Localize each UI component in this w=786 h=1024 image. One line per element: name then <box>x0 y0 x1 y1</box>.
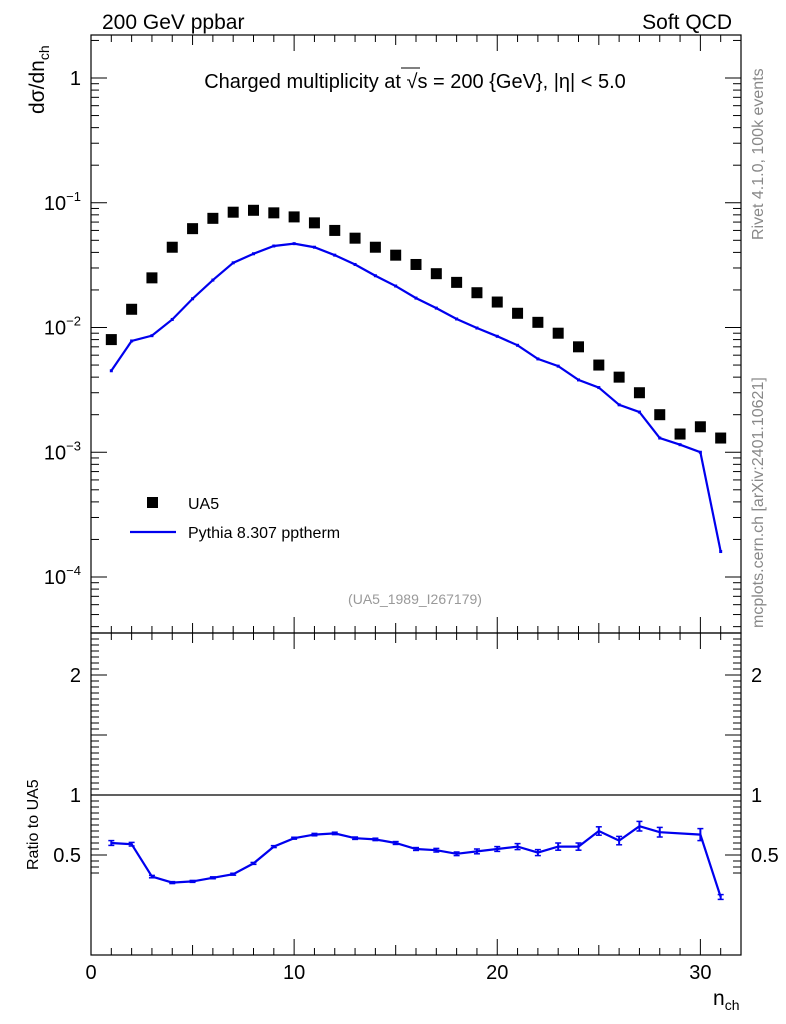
pythia-data-point <box>698 450 702 454</box>
pythia-data-point <box>170 317 174 321</box>
ua5-data-point <box>105 334 117 346</box>
main-title: Charged multiplicity at √s = 200 {GeV}, … <box>204 71 626 93</box>
pythia-data-point <box>455 317 459 321</box>
ua5-data-point <box>573 341 584 353</box>
ua5-data-point <box>349 232 361 244</box>
pythia-data-point <box>252 252 255 256</box>
ua5-data-point <box>715 432 727 444</box>
pythia-data-point <box>353 262 357 266</box>
ratio-series-group <box>108 820 724 901</box>
ratio-tick-label-right: 1 <box>751 785 762 807</box>
rivet-label: Rivet 4.1.0, 100k events <box>750 68 767 240</box>
pythia-data-point <box>658 436 662 440</box>
pythia-data-point <box>130 339 134 343</box>
y-tick-label: 10−1 <box>44 189 81 215</box>
ua5-data-point <box>654 409 666 421</box>
ua5-data-point <box>694 421 706 433</box>
ua5-data-point <box>451 276 463 288</box>
ua5-data-point <box>369 241 381 253</box>
main-series-layer <box>105 204 727 554</box>
pythia-data-point <box>292 242 296 246</box>
ratio-tick-label-left: 2 <box>70 665 81 687</box>
ua5-data-point <box>126 303 138 315</box>
analysis-tag: (UA5_1989_I267179) <box>348 591 482 607</box>
header-left-label: 200 GeV ppbar <box>102 11 244 34</box>
x-axis-label: nch <box>713 987 739 1013</box>
mcplots-label: mcplots.cern.ch [arXiv:2401.10621] <box>750 377 767 628</box>
pythia-data-point <box>719 550 723 554</box>
ratio-ylabel: Ratio to UA5 <box>25 779 42 870</box>
ratio-series-line <box>111 824 722 898</box>
ua5-data-point <box>207 212 219 224</box>
ua5-data-point <box>146 272 158 284</box>
pythia-data-point <box>109 369 113 373</box>
ua5-data-point <box>593 359 605 371</box>
pythia-data-point <box>150 334 154 338</box>
x-tick-label: 30 <box>689 962 711 984</box>
ua5-data-point <box>248 204 259 216</box>
ua5-data-point <box>227 206 239 218</box>
pythia-data-point <box>556 364 560 368</box>
pythia-data-point <box>211 278 215 282</box>
ua5-data-point <box>532 316 544 328</box>
pythia-data-point <box>617 403 621 407</box>
main-panel-frame <box>90 34 742 634</box>
ua5-data-point <box>390 249 402 261</box>
legend-marker-ua5 <box>147 497 158 508</box>
ua5-data-point <box>329 224 341 236</box>
ua5-data-point <box>430 268 442 280</box>
y-tick-label: 10−2 <box>44 314 81 340</box>
ua5-data-point <box>288 211 300 223</box>
main-axis-ticks: 1 10−1 10−2 10−3 10−4 <box>44 39 741 628</box>
ratio-series-layer <box>108 820 724 901</box>
pythia-data-point <box>394 284 398 288</box>
ua5-data-point <box>166 241 178 253</box>
pythia-data-point <box>536 357 540 361</box>
pythia-data-point <box>597 386 601 390</box>
ua5-data-point <box>491 296 503 308</box>
pythia-data-point <box>231 261 235 265</box>
ua5-data-point <box>552 327 564 339</box>
ua5-data-point <box>308 217 320 229</box>
ua5-data-point <box>512 307 524 319</box>
x-tick-label: 0 <box>85 962 96 984</box>
pythia-data-point <box>516 343 520 347</box>
pythia-data-point <box>191 297 195 301</box>
main-ylabel: dσ/dnch <box>26 45 52 114</box>
ua5-data-point <box>410 258 422 270</box>
x-axis-ticks: 0 10 20 30 <box>85 35 742 984</box>
y-tick-label: 10−3 <box>44 438 81 464</box>
pythia-data-point <box>333 253 337 257</box>
ua5-data-point <box>674 428 686 440</box>
pythia-data-point <box>312 245 316 249</box>
pythia-data-point <box>414 296 418 300</box>
pythia-data-point <box>495 334 499 338</box>
pythia-data-point <box>678 443 682 447</box>
ua5-data-point <box>471 287 483 299</box>
pythia-data-point <box>434 306 438 310</box>
ua5-data-point <box>187 223 199 235</box>
pythia-data-point <box>475 326 479 330</box>
pythia-data-point <box>272 244 276 248</box>
ratio-tick-label-left: 0.5 <box>53 845 81 867</box>
header-right-label: Soft QCD <box>642 11 732 34</box>
y-tick-label: 1 <box>70 68 81 90</box>
y-tick-label: 10−4 <box>44 563 81 589</box>
ratio-tick-label-left: 1 <box>70 785 81 807</box>
ua5-data-point <box>633 387 645 399</box>
ua5-data-point <box>613 371 625 383</box>
x-tick-label: 10 <box>283 962 305 984</box>
ratio-tick-label-right: 0.5 <box>751 845 779 867</box>
pythia-data-point <box>373 274 377 278</box>
legend-label-pythia: Pythia 8.307 pptherm <box>188 525 340 542</box>
ratio-tick-label-right: 2 <box>751 665 762 687</box>
ratio-axis-ticks: 2 2 1 1 0.5 0.5 <box>53 638 779 874</box>
pythia-data-point <box>637 410 641 414</box>
pythia-data-point <box>577 378 580 382</box>
legend-label-ua5: UA5 <box>188 496 219 513</box>
x-tick-label: 20 <box>486 962 508 984</box>
ua5-data-point <box>268 207 280 219</box>
ratio-panel-frame <box>90 632 742 956</box>
